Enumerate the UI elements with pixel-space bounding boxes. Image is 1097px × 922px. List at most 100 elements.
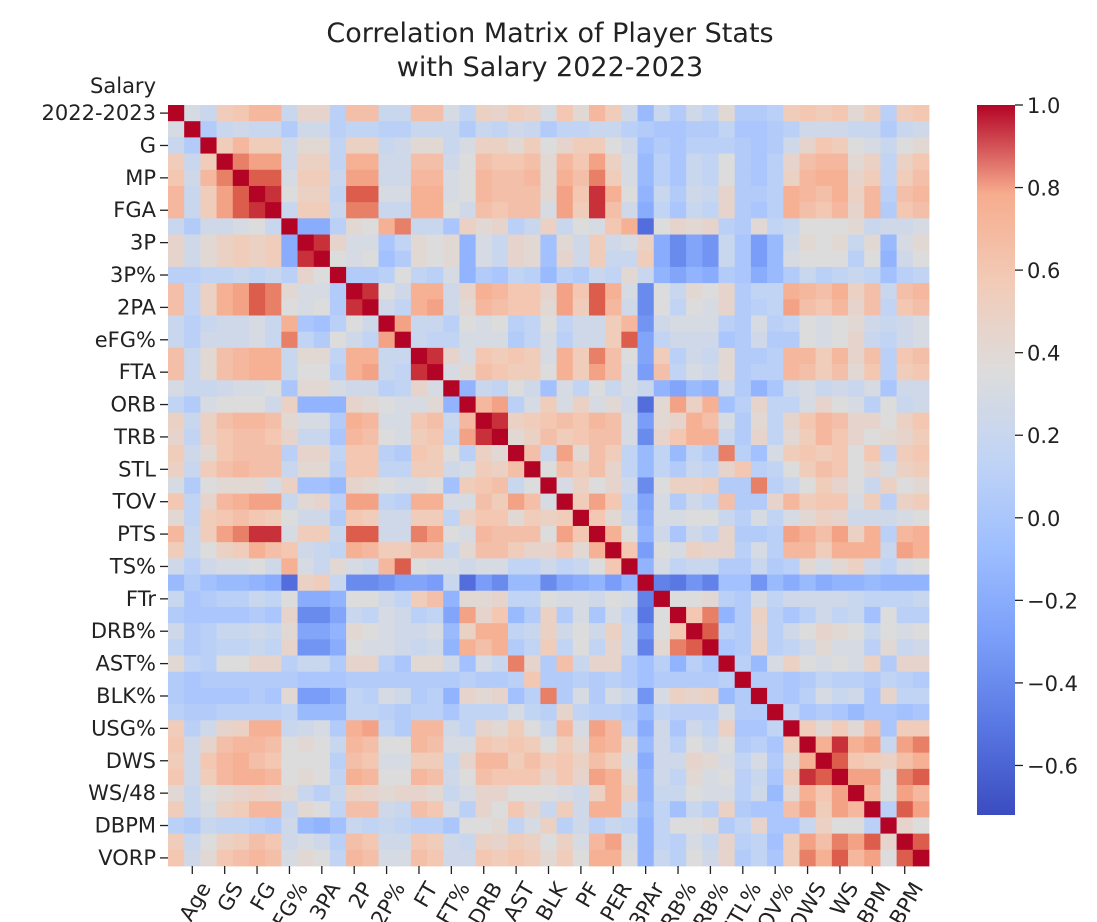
heatmap-cell <box>378 202 396 219</box>
heatmap-cell <box>200 185 217 203</box>
heatmap-cell <box>248 315 266 333</box>
heatmap-cell <box>394 558 412 575</box>
heatmap-cell <box>653 574 671 592</box>
heatmap-cell <box>297 299 315 316</box>
y-tick-label: TS% <box>109 554 156 578</box>
heatmap-cell <box>248 153 266 171</box>
heatmap-cell <box>281 396 298 414</box>
heatmap-cell <box>313 412 331 430</box>
heatmap-cell <box>378 412 396 430</box>
heatmap-cell <box>896 266 914 284</box>
heatmap-cell <box>831 412 849 430</box>
heatmap-cell <box>621 801 638 818</box>
heatmap-cell <box>168 266 185 284</box>
heatmap-cell <box>184 639 201 656</box>
heatmap-cell <box>815 153 833 171</box>
heatmap-cell <box>556 347 574 365</box>
heatmap-cell <box>848 623 865 640</box>
heatmap-cell <box>200 655 217 673</box>
heatmap-cell <box>346 639 363 656</box>
heatmap-cell <box>540 849 557 867</box>
heatmap-cell <box>248 396 266 414</box>
heatmap-cell <box>686 331 703 349</box>
heatmap-cell <box>556 590 574 608</box>
heatmap-cell <box>410 283 428 300</box>
heatmap-cell <box>621 331 638 349</box>
heatmap-cell <box>184 364 201 381</box>
heatmap-cell <box>168 315 185 333</box>
heatmap-cell <box>686 801 703 818</box>
heatmap-cell <box>232 153 250 171</box>
heatmap-cell <box>831 347 849 365</box>
heatmap-cell <box>540 299 557 316</box>
heatmap-cell <box>508 234 525 252</box>
heatmap-cell <box>799 509 817 527</box>
heatmap-cell <box>362 752 379 770</box>
heatmap-cell <box>621 266 638 284</box>
heatmap-cell <box>378 250 396 268</box>
heatmap-cell <box>346 558 363 575</box>
heatmap-cell <box>540 639 557 656</box>
heatmap-cell <box>702 801 719 818</box>
heatmap-cell <box>184 833 201 851</box>
heatmap-cell <box>912 687 930 705</box>
heatmap-cell <box>508 105 525 122</box>
colorbar-tick-label: 0.2 <box>1027 424 1060 448</box>
heatmap-cell <box>637 623 655 640</box>
heatmap-cell <box>815 234 833 252</box>
heatmap-cell <box>427 752 444 770</box>
heatmap-cell <box>702 299 719 316</box>
heatmap-cell <box>200 801 217 818</box>
heatmap-cell <box>362 785 379 802</box>
heatmap-cell <box>653 655 671 673</box>
heatmap-cell <box>799 574 817 592</box>
heatmap-cell <box>410 250 428 268</box>
heatmap-cell <box>912 833 930 851</box>
heatmap-cell <box>815 768 833 786</box>
heatmap-cell <box>702 752 719 770</box>
heatmap-cell <box>588 785 606 802</box>
heatmap-cell <box>184 428 201 446</box>
heatmap-cell <box>718 461 736 478</box>
heatmap-cell <box>702 185 719 203</box>
heatmap-cell <box>216 445 234 462</box>
heatmap-cell <box>637 752 655 770</box>
heatmap-cell <box>686 137 703 154</box>
heatmap-cell <box>394 299 412 316</box>
heatmap-cell <box>168 137 185 154</box>
heatmap-cell <box>281 445 298 462</box>
heatmap-cell <box>799 461 817 478</box>
heatmap-cell <box>848 137 865 154</box>
heatmap-cell <box>297 202 315 219</box>
heatmap-cell <box>734 655 752 673</box>
heatmap-cell <box>896 817 914 835</box>
heatmap-cell <box>815 574 833 592</box>
heatmap-cell <box>831 801 849 818</box>
heatmap-cell <box>783 687 800 705</box>
heatmap-cell <box>378 153 396 171</box>
heatmap-cell <box>848 250 865 268</box>
heatmap-cell <box>410 720 428 737</box>
heatmap-cell <box>556 736 574 754</box>
heatmap-cell <box>653 736 671 754</box>
heatmap-cell <box>184 801 201 818</box>
heatmap-cell <box>686 639 703 656</box>
heatmap-cell <box>783 445 800 462</box>
heatmap-cell <box>427 137 444 154</box>
heatmap-cell <box>621 169 638 187</box>
heatmap-cell <box>459 752 477 770</box>
heatmap-cell <box>168 234 185 252</box>
heatmap-cell <box>475 461 493 478</box>
heatmap-cell <box>734 849 752 867</box>
heatmap-cell <box>848 687 865 705</box>
heatmap-cell <box>605 817 622 835</box>
heatmap-cell <box>621 299 638 316</box>
heatmap-cell <box>491 121 509 138</box>
heatmap-cell <box>831 105 849 122</box>
heatmap-cell <box>475 266 493 284</box>
heatmap-cell <box>750 412 768 430</box>
heatmap-cell <box>783 477 800 494</box>
heatmap-cell <box>734 801 752 818</box>
heatmap-cell <box>718 623 736 640</box>
heatmap-cell <box>427 720 444 737</box>
